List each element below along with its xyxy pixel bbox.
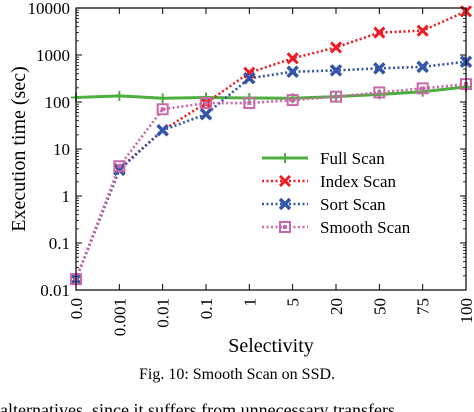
- x-tick-label: 100: [457, 298, 474, 324]
- data-point-center: [247, 101, 252, 106]
- data-point: [156, 124, 169, 137]
- data-point: [114, 90, 125, 101]
- legend-marker: [280, 153, 290, 163]
- legend-marker: [278, 174, 292, 188]
- legend-marker-center: [283, 225, 287, 229]
- y-tick-label: 10: [53, 140, 70, 159]
- data-point: [330, 90, 342, 103]
- x-tick-label: 5: [284, 298, 303, 307]
- data-point: [416, 24, 429, 37]
- data-point: [373, 26, 386, 39]
- x-tick-label: 0.001: [110, 298, 129, 336]
- x-tick-label: 50: [370, 298, 389, 315]
- y-tick-label: 100: [45, 93, 71, 112]
- plot-frame: [75, 7, 467, 291]
- data-point: [416, 82, 429, 95]
- body-text-fragment: alternatives, since it suffers from unne…: [0, 400, 396, 412]
- y-tick-label: 10000: [28, 0, 71, 18]
- data-point: [329, 64, 343, 77]
- series-lines: [74, 10, 467, 280]
- data-point-center: [420, 86, 425, 91]
- y-tick-label: 1000: [36, 46, 70, 65]
- data-point-center: [334, 94, 338, 99]
- data-point-center: [377, 90, 382, 95]
- legend-label: Sort Scan: [320, 195, 386, 214]
- series-line: [74, 10, 467, 280]
- x-tick-label: 0.1: [197, 298, 216, 319]
- x-axis-title: Selectivity: [228, 335, 314, 357]
- data-point: [200, 97, 212, 110]
- data-point: [156, 103, 169, 116]
- line-chart: 0.01 0.1 1 10 100 1000 10000 0.0 0.001 0.01 0.1 1 5…: [8, 0, 474, 357]
- x-tick-label: 1: [240, 298, 259, 307]
- data-point-center: [204, 101, 208, 106]
- x-tick-label: 0.01: [154, 298, 173, 328]
- legend-label: Full Scan: [320, 149, 385, 168]
- data-point: [373, 62, 386, 75]
- data-point: [113, 163, 126, 177]
- figure-caption: Fig. 10: Smooth Scan on SSD.: [138, 366, 336, 383]
- y-tick-label: 0.1: [49, 234, 70, 253]
- x-tick-label: 0.0: [67, 298, 86, 319]
- data-point: [113, 160, 126, 173]
- data-point: [199, 107, 213, 121]
- data-point: [243, 97, 256, 110]
- legend-label: Smooth Scan: [320, 218, 411, 237]
- data-point: [416, 60, 429, 74]
- series-line: [74, 60, 467, 280]
- x-tick-label: 75: [414, 298, 433, 315]
- data-point-center: [290, 98, 295, 103]
- data-point-center: [160, 107, 165, 112]
- series-line: [75, 85, 467, 100]
- legend-marker: [278, 197, 292, 211]
- y-tick-label: 0.01: [40, 281, 70, 300]
- legend: Full Scan Index Scan Sort Scan Smooth Scan: [262, 149, 411, 237]
- legend-marker: [279, 221, 291, 233]
- data-point: [286, 65, 299, 78]
- data-point: [373, 86, 386, 99]
- data-point-center: [117, 164, 122, 169]
- legend-label: Index Scan: [320, 172, 397, 191]
- y-tick-labels: 0.01 0.1 1 10 100 1000 10000: [28, 0, 71, 300]
- y-tick-label: 1: [62, 187, 71, 206]
- y-axis-title: Execution time (sec): [8, 66, 30, 232]
- data-point: [243, 72, 256, 85]
- data-point: [286, 52, 299, 65]
- data-point: [329, 41, 343, 54]
- data-point: [286, 94, 299, 107]
- axis-ticks: [75, 7, 467, 291]
- x-tick-label: 20: [327, 298, 346, 315]
- series-markers: [69, 5, 473, 286]
- x-tick-labels: 0.0 0.001 0.01 0.1 1 5 20 50 75 100: [67, 298, 474, 336]
- data-point: [157, 93, 168, 104]
